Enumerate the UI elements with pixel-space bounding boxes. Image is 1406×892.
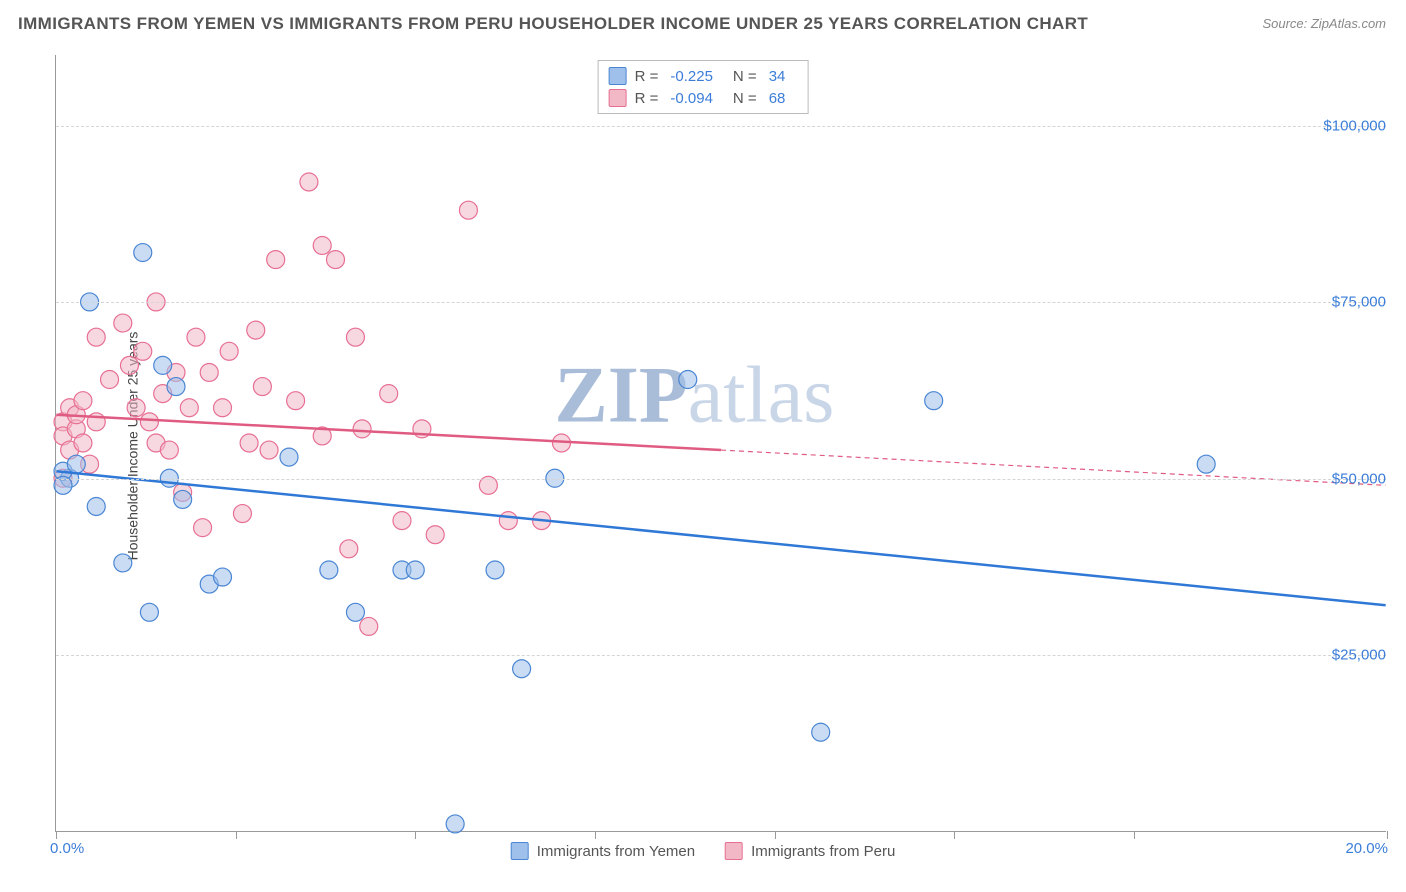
scatter-point	[187, 328, 205, 346]
x-tick	[1387, 831, 1388, 839]
legend-n-label: N =	[733, 90, 757, 107]
scatter-point	[67, 455, 85, 473]
legend-swatch	[725, 842, 743, 860]
scatter-point	[380, 385, 398, 403]
scatter-point	[114, 314, 132, 332]
scatter-point	[287, 392, 305, 410]
chart-title: IMMIGRANTS FROM YEMEN VS IMMIGRANTS FROM…	[18, 14, 1088, 34]
x-tick-label-min: 0.0%	[50, 840, 84, 857]
legend-series: Immigrants from Yemen Immigrants from Per…	[511, 842, 896, 860]
scatter-point	[220, 342, 238, 360]
scatter-point	[200, 363, 218, 381]
y-tick-label: $75,000	[1332, 294, 1386, 311]
legend-r-label: R =	[635, 90, 659, 107]
scatter-point	[1197, 455, 1215, 473]
scatter-point	[300, 173, 318, 191]
scatter-point	[280, 448, 298, 466]
scatter-point	[406, 561, 424, 579]
scatter-point	[127, 399, 145, 417]
scatter-point	[393, 512, 411, 530]
chart-plot-area: ZIPatlas	[55, 55, 1386, 832]
x-tick	[1134, 831, 1135, 839]
scatter-point	[214, 568, 232, 586]
gridline-h	[56, 302, 1386, 303]
y-tick-label: $50,000	[1332, 470, 1386, 487]
scatter-point	[214, 399, 232, 417]
scatter-point	[260, 441, 278, 459]
legend-series-label: Immigrants from Peru	[751, 843, 895, 860]
gridline-h	[56, 126, 1386, 127]
scatter-point	[140, 413, 158, 431]
scatter-point	[513, 660, 531, 678]
scatter-point	[812, 723, 830, 741]
scatter-point	[87, 328, 105, 346]
scatter-point	[426, 526, 444, 544]
scatter-point	[87, 498, 105, 516]
x-tick	[775, 831, 776, 839]
scatter-point	[499, 512, 517, 530]
scatter-point	[134, 342, 152, 360]
scatter-point	[459, 201, 477, 219]
legend-r-value: -0.094	[670, 90, 713, 107]
scatter-point	[247, 321, 265, 339]
legend-swatch	[609, 67, 627, 85]
legend-stats: R = -0.225 N = 34 R = -0.094 N = 68	[598, 60, 809, 114]
scatter-point	[74, 392, 92, 410]
x-tick	[595, 831, 596, 839]
scatter-point	[346, 328, 364, 346]
x-tick-label-max: 20.0%	[1345, 840, 1388, 857]
legend-series-label: Immigrants from Yemen	[537, 843, 695, 860]
source-attribution: Source: ZipAtlas.com	[1262, 16, 1386, 31]
scatter-point	[360, 617, 378, 635]
scatter-point	[140, 603, 158, 621]
scatter-point	[925, 392, 943, 410]
scatter-point	[134, 244, 152, 262]
legend-r-value: -0.225	[670, 68, 713, 85]
scatter-point	[240, 434, 258, 452]
scatter-point	[101, 371, 119, 389]
scatter-point	[313, 236, 331, 254]
scatter-point	[353, 420, 371, 438]
gridline-h	[56, 479, 1386, 480]
scatter-svg	[56, 55, 1386, 831]
scatter-point	[486, 561, 504, 579]
scatter-point	[167, 378, 185, 396]
scatter-point	[160, 441, 178, 459]
scatter-point	[180, 399, 198, 417]
scatter-point	[679, 371, 697, 389]
legend-r-label: R =	[635, 68, 659, 85]
legend-stat-row: R = -0.094 N = 68	[609, 87, 798, 109]
legend-swatch	[609, 89, 627, 107]
y-tick-label: $100,000	[1323, 117, 1386, 134]
x-tick	[954, 831, 955, 839]
legend-series-item: Immigrants from Yemen	[511, 842, 695, 860]
scatter-point	[154, 356, 172, 374]
y-tick-label: $25,000	[1332, 647, 1386, 664]
trend-line-dashed	[721, 450, 1386, 485]
scatter-point	[340, 540, 358, 558]
scatter-point	[114, 554, 132, 572]
legend-series-item: Immigrants from Peru	[725, 842, 895, 860]
scatter-point	[267, 251, 285, 269]
scatter-point	[253, 378, 271, 396]
x-tick	[56, 831, 57, 839]
legend-swatch	[511, 842, 529, 860]
legend-n-value: 34	[769, 68, 786, 85]
legend-n-value: 68	[769, 90, 786, 107]
scatter-point	[74, 434, 92, 452]
x-tick	[236, 831, 237, 839]
trend-line	[56, 471, 1385, 605]
x-tick	[415, 831, 416, 839]
scatter-point	[233, 505, 251, 523]
legend-stat-row: R = -0.225 N = 34	[609, 65, 798, 87]
scatter-point	[174, 490, 192, 508]
scatter-point	[120, 356, 138, 374]
scatter-point	[327, 251, 345, 269]
scatter-point	[320, 561, 338, 579]
gridline-h	[56, 655, 1386, 656]
scatter-point	[194, 519, 212, 537]
scatter-point	[446, 815, 464, 833]
legend-n-label: N =	[733, 68, 757, 85]
scatter-point	[346, 603, 364, 621]
